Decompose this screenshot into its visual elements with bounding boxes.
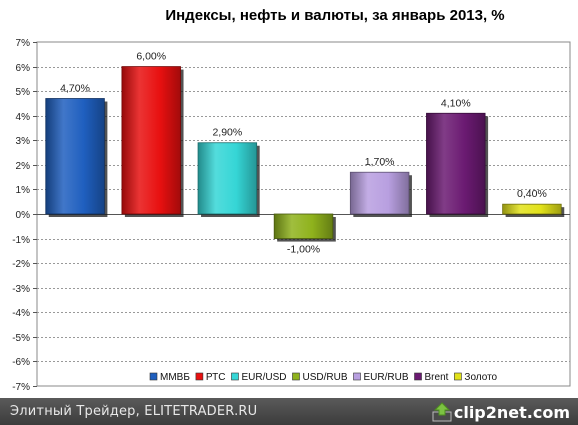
y-tick-label: 1% [16, 185, 31, 196]
y-tick-label: 5% [16, 87, 31, 98]
data-label: 2,90% [212, 127, 242, 139]
data-label: 6,00% [136, 51, 166, 63]
legend-label: EUR/USD [241, 372, 286, 383]
y-tick-label: -5% [12, 333, 30, 344]
legend-label: EUR/RUB [364, 372, 409, 383]
data-label: 4,10% [441, 97, 471, 109]
legend-label: ММВБ [160, 372, 190, 383]
legend-swatch [149, 372, 158, 381]
clip2net-brand-name: clip2net.com [453, 402, 570, 422]
legend-label: Brent [425, 372, 449, 383]
y-tick-label: 4% [16, 112, 31, 123]
y-tick-label: 0% [16, 210, 31, 221]
bar-3 [197, 142, 258, 215]
footer-bar: Элитный Трейдер, ELITETRADER.RU clip2net… [0, 398, 578, 425]
legend-swatch [292, 372, 300, 381]
y-tick-label: 7% [16, 38, 31, 49]
data-label: -1,00% [287, 244, 320, 256]
bar-5 [349, 171, 410, 215]
legend-swatch [353, 372, 361, 381]
chart-title: Индексы, нефть и валюты, за январь 2013,… [165, 7, 504, 24]
y-tick-label: 6% [16, 63, 31, 74]
footer-source-text: Элитный Трейдер, ELITETRADER.RU [10, 404, 258, 419]
legend-swatch [414, 372, 422, 381]
bar-1 [45, 98, 105, 215]
y-tick-label: -7% [12, 382, 30, 393]
legend-label: Золото [464, 372, 497, 383]
bar-7 [502, 203, 562, 215]
bar-4 [273, 213, 334, 239]
legend-label: USD/RUB [302, 372, 347, 383]
clip2net-arrow-icon [432, 402, 452, 422]
clip2net-brand[interactable]: clip2net.com [432, 401, 570, 423]
y-tick-label: 2% [16, 161, 31, 172]
bar-6 [426, 112, 486, 215]
bar-chart: Индексы, нефть и валюты, за январь 2013,… [12, 7, 571, 393]
data-label: 4,70% [60, 83, 90, 95]
legend-label: РТС [206, 372, 226, 383]
y-tick-label: -3% [12, 284, 30, 295]
legend-swatch [231, 372, 239, 381]
legend-swatch [195, 372, 204, 381]
y-tick-label: -1% [12, 235, 30, 246]
data-label: 0,40% [517, 188, 547, 200]
bar-2 [121, 66, 181, 215]
data-label: 1,70% [365, 156, 395, 168]
y-tick-label: -6% [12, 357, 30, 368]
y-tick-label: -4% [12, 308, 30, 319]
legend-swatch [454, 372, 462, 381]
y-tick-label: -2% [12, 259, 30, 270]
y-tick-label: 3% [16, 136, 31, 147]
